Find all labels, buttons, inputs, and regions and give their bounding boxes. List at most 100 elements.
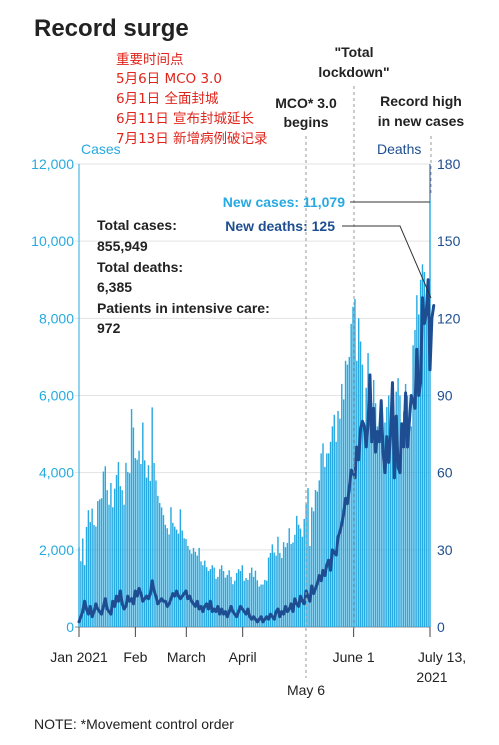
cases-bar: [359, 341, 362, 627]
annotations: "Total lockdown" MCO* 3.0 begins Record …: [275, 44, 464, 698]
cases-bar: [224, 577, 227, 627]
right-axis-tick-label: 60: [437, 465, 453, 481]
total-cases-value: 855,949: [97, 238, 148, 254]
cases-bar: [378, 422, 381, 627]
left-axis-title: Cases: [81, 141, 121, 157]
cases-bar: [134, 458, 137, 627]
x-axis-tick-label: July 13,: [418, 649, 466, 665]
cases-bar: [185, 539, 187, 627]
cases-bar: [192, 547, 195, 627]
cases-bar: [112, 507, 114, 627]
cases-bar: [143, 460, 146, 627]
cases-bar: [271, 544, 274, 627]
cases-bar: [95, 526, 97, 627]
cases-bar: [305, 503, 307, 627]
cases-bar: [93, 525, 95, 627]
cases-bar: [241, 565, 244, 627]
cases-bar: [297, 524, 300, 627]
left-axis-tick-label: 8,000: [39, 310, 74, 326]
cases-bar: [226, 574, 228, 627]
cases-bar: [153, 462, 155, 627]
cases-bar: [286, 542, 289, 627]
cases-bar: [341, 383, 343, 627]
annotation-mco-2: begins: [283, 114, 328, 130]
chart-title: Record surge: [34, 15, 189, 42]
cases-bar: [239, 571, 242, 627]
cases-bar: [168, 534, 170, 627]
cases-bar: [361, 364, 364, 627]
right-axis-tick-label: 0: [437, 619, 445, 635]
cases-bar: [429, 199, 431, 628]
total-deaths-value: 6,385: [97, 279, 132, 295]
deaths-line: [77, 278, 436, 624]
cases-bar: [194, 551, 197, 627]
cases-bar: [155, 480, 157, 627]
cases-bar: [113, 488, 116, 627]
right-axis-tick-label: 180: [437, 156, 461, 172]
cases-bar: [316, 491, 319, 627]
x-axis-tick-label: June 1: [333, 649, 375, 665]
right-axis-ticks: 0 30 60 90 120 150 180: [437, 156, 461, 635]
cases-bar: [425, 318, 427, 627]
cases-bar: [147, 465, 150, 627]
red-note-4: 6月11日 宣布封城延长: [116, 111, 255, 127]
cases-bar: [254, 570, 257, 627]
cases-bar: [365, 387, 367, 627]
cases-bar: [196, 555, 198, 627]
cases-bar: [128, 473, 131, 627]
cases-bar: [382, 449, 384, 627]
cases-bar: [151, 407, 153, 627]
cases-bar: [149, 480, 152, 627]
cases-bar: [391, 430, 394, 627]
cases-bar: [309, 545, 311, 627]
cases-bar: [331, 426, 334, 627]
cases-bar: [159, 502, 161, 627]
cases-bar: [333, 414, 335, 627]
cases-bar: [397, 378, 399, 627]
right-axis-tick-label: 30: [437, 542, 453, 558]
cases-bar: [352, 306, 354, 627]
cases-bar: [356, 360, 358, 627]
cases-bar: [423, 272, 426, 627]
cases-bar: [220, 565, 223, 627]
right-axis-tick-label: 120: [437, 310, 461, 326]
cases-bar: [267, 557, 270, 627]
cases-bar: [215, 578, 217, 627]
cases-bar: [327, 453, 330, 628]
cases-bar: [170, 507, 172, 627]
total-cases-label: Total cases:: [97, 217, 177, 233]
cases-bar: [80, 561, 82, 627]
cases-bar: [110, 483, 112, 627]
cases-bar: [369, 393, 371, 627]
cases-bar: [303, 518, 305, 627]
cases-bar: [414, 329, 416, 627]
annotation-may6: May 6: [287, 682, 325, 698]
cases-bar: [363, 422, 366, 627]
cases-bar: [138, 450, 140, 627]
cases-bar: [247, 579, 249, 627]
cases-bar: [136, 459, 138, 627]
cases-bar: [232, 584, 234, 627]
right-axis-tick-label: 90: [437, 388, 453, 404]
cases-bar: [198, 547, 200, 627]
cases-bar: [299, 528, 302, 627]
x-axis-tick-label: Feb: [123, 649, 147, 665]
cases-bar: [408, 414, 411, 627]
cases-bar: [83, 565, 86, 627]
new-deaths-leader: [342, 225, 432, 299]
cases-bar: [296, 515, 298, 627]
cases-bar: [245, 578, 247, 627]
cases-bar: [228, 570, 230, 627]
x-axis: Jan 2021 Feb March April June 1 July 13, 2021: [50, 627, 466, 685]
cases-bar: [140, 464, 142, 627]
cases-bar: [89, 522, 91, 627]
x-axis-tick-label: March: [167, 649, 206, 665]
footnote: NOTE: *Movement control order: [34, 716, 234, 732]
cases-bar: [87, 510, 90, 627]
cases-bar: [314, 490, 317, 627]
cases-bar: [230, 576, 232, 627]
cases-bar: [403, 411, 405, 627]
cases-bar: [427, 299, 429, 627]
x-axis-tick-label: Jan 2021: [50, 649, 108, 665]
